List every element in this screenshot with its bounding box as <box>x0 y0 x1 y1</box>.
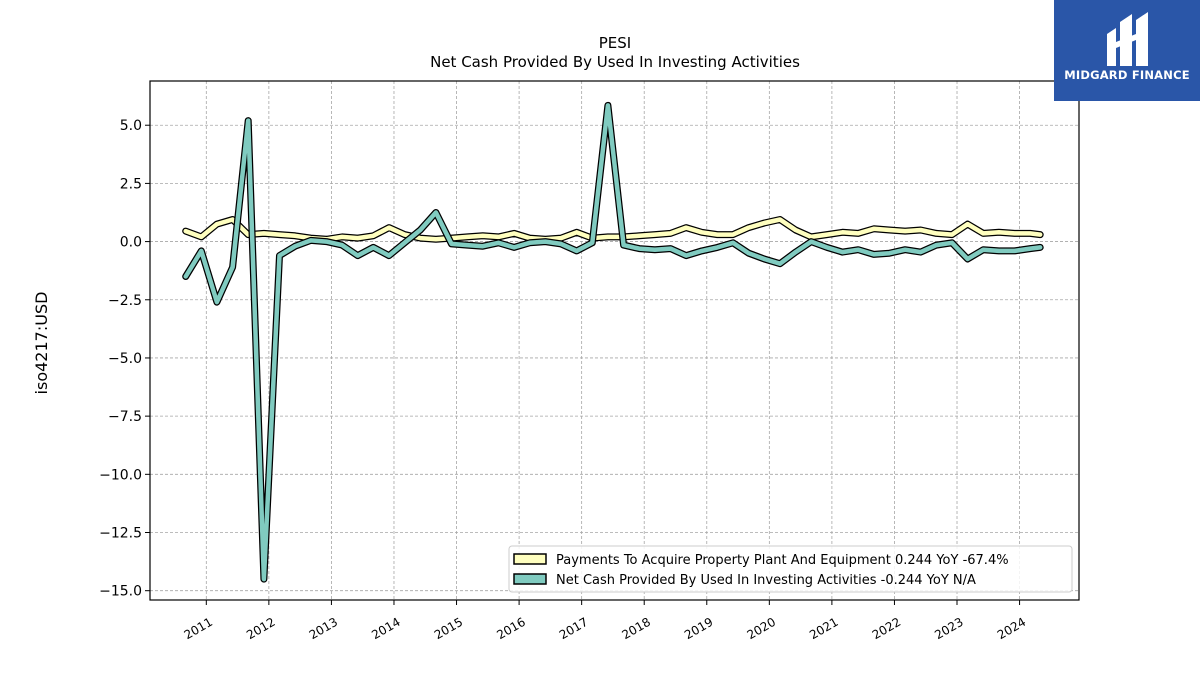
x-tick-label: 2023 <box>932 615 965 642</box>
chart-subtitle: Net Cash Provided By Used In Investing A… <box>430 53 800 71</box>
brand-name: MIDGARD FINANCE <box>1064 68 1190 82</box>
legend-swatch <box>513 553 547 565</box>
x-tick-label: 2019 <box>682 615 715 642</box>
x-tick-label: 2020 <box>745 615 778 642</box>
series-line <box>183 103 1043 582</box>
y-tick-label: −2.5 <box>108 293 142 309</box>
legend-box <box>508 545 1073 593</box>
legend-entry-label: Net Cash Provided By Used In Investing A… <box>556 573 976 588</box>
y-tick-label: −12.5 <box>99 526 142 542</box>
x-tick-label: 2021 <box>807 615 840 642</box>
plot-frame <box>149 80 1080 601</box>
x-tick-label: 2013 <box>307 615 340 642</box>
y-tick-label: 2.5 <box>120 176 142 192</box>
y-axis-label: iso4217:USD <box>32 292 51 395</box>
brand-logo: MIDGARD FINANCE <box>1054 0 1200 101</box>
chart-title: PESI <box>599 34 631 52</box>
x-tick-label: 2011 <box>182 615 215 642</box>
y-tick-label: 0.0 <box>120 235 142 251</box>
series-line <box>183 217 1043 242</box>
y-tick-label: −7.5 <box>108 409 142 425</box>
y-tick-label: 5.0 <box>120 118 142 134</box>
x-tick-label: 2018 <box>619 615 652 642</box>
x-tick-label: 2022 <box>870 615 903 642</box>
series-layer <box>182 101 1044 583</box>
x-ticks: 2011 2012 2013 2014 2015 2016 2017 2018 2019 2020… <box>182 600 1028 642</box>
x-tick-label: 2024 <box>995 615 1028 642</box>
x-tick-label: 2017 <box>557 615 590 642</box>
y-tick-label: −5.0 <box>108 351 142 367</box>
x-tick-label: 2014 <box>369 615 402 642</box>
x-tick-label: 2012 <box>244 615 277 642</box>
legend-entry-label: Payments To Acquire Property Plant And E… <box>556 553 1009 568</box>
y-tick-label: −10.0 <box>99 467 142 483</box>
x-tick-label: 2015 <box>432 615 465 642</box>
legend-swatch <box>513 573 547 585</box>
x-tick-label: 2016 <box>494 615 527 642</box>
y-tick-label: −15.0 <box>99 584 142 600</box>
brand-mark-icon <box>1107 12 1148 66</box>
y-ticks: 5.0 2.5 0.0 −2.5 −5.0 −7.5 −10.0 −12.5 −15.0 <box>99 118 150 600</box>
legend: Payments To Acquire Property Plant And E… <box>508 545 1073 593</box>
series-outline <box>182 101 1044 583</box>
